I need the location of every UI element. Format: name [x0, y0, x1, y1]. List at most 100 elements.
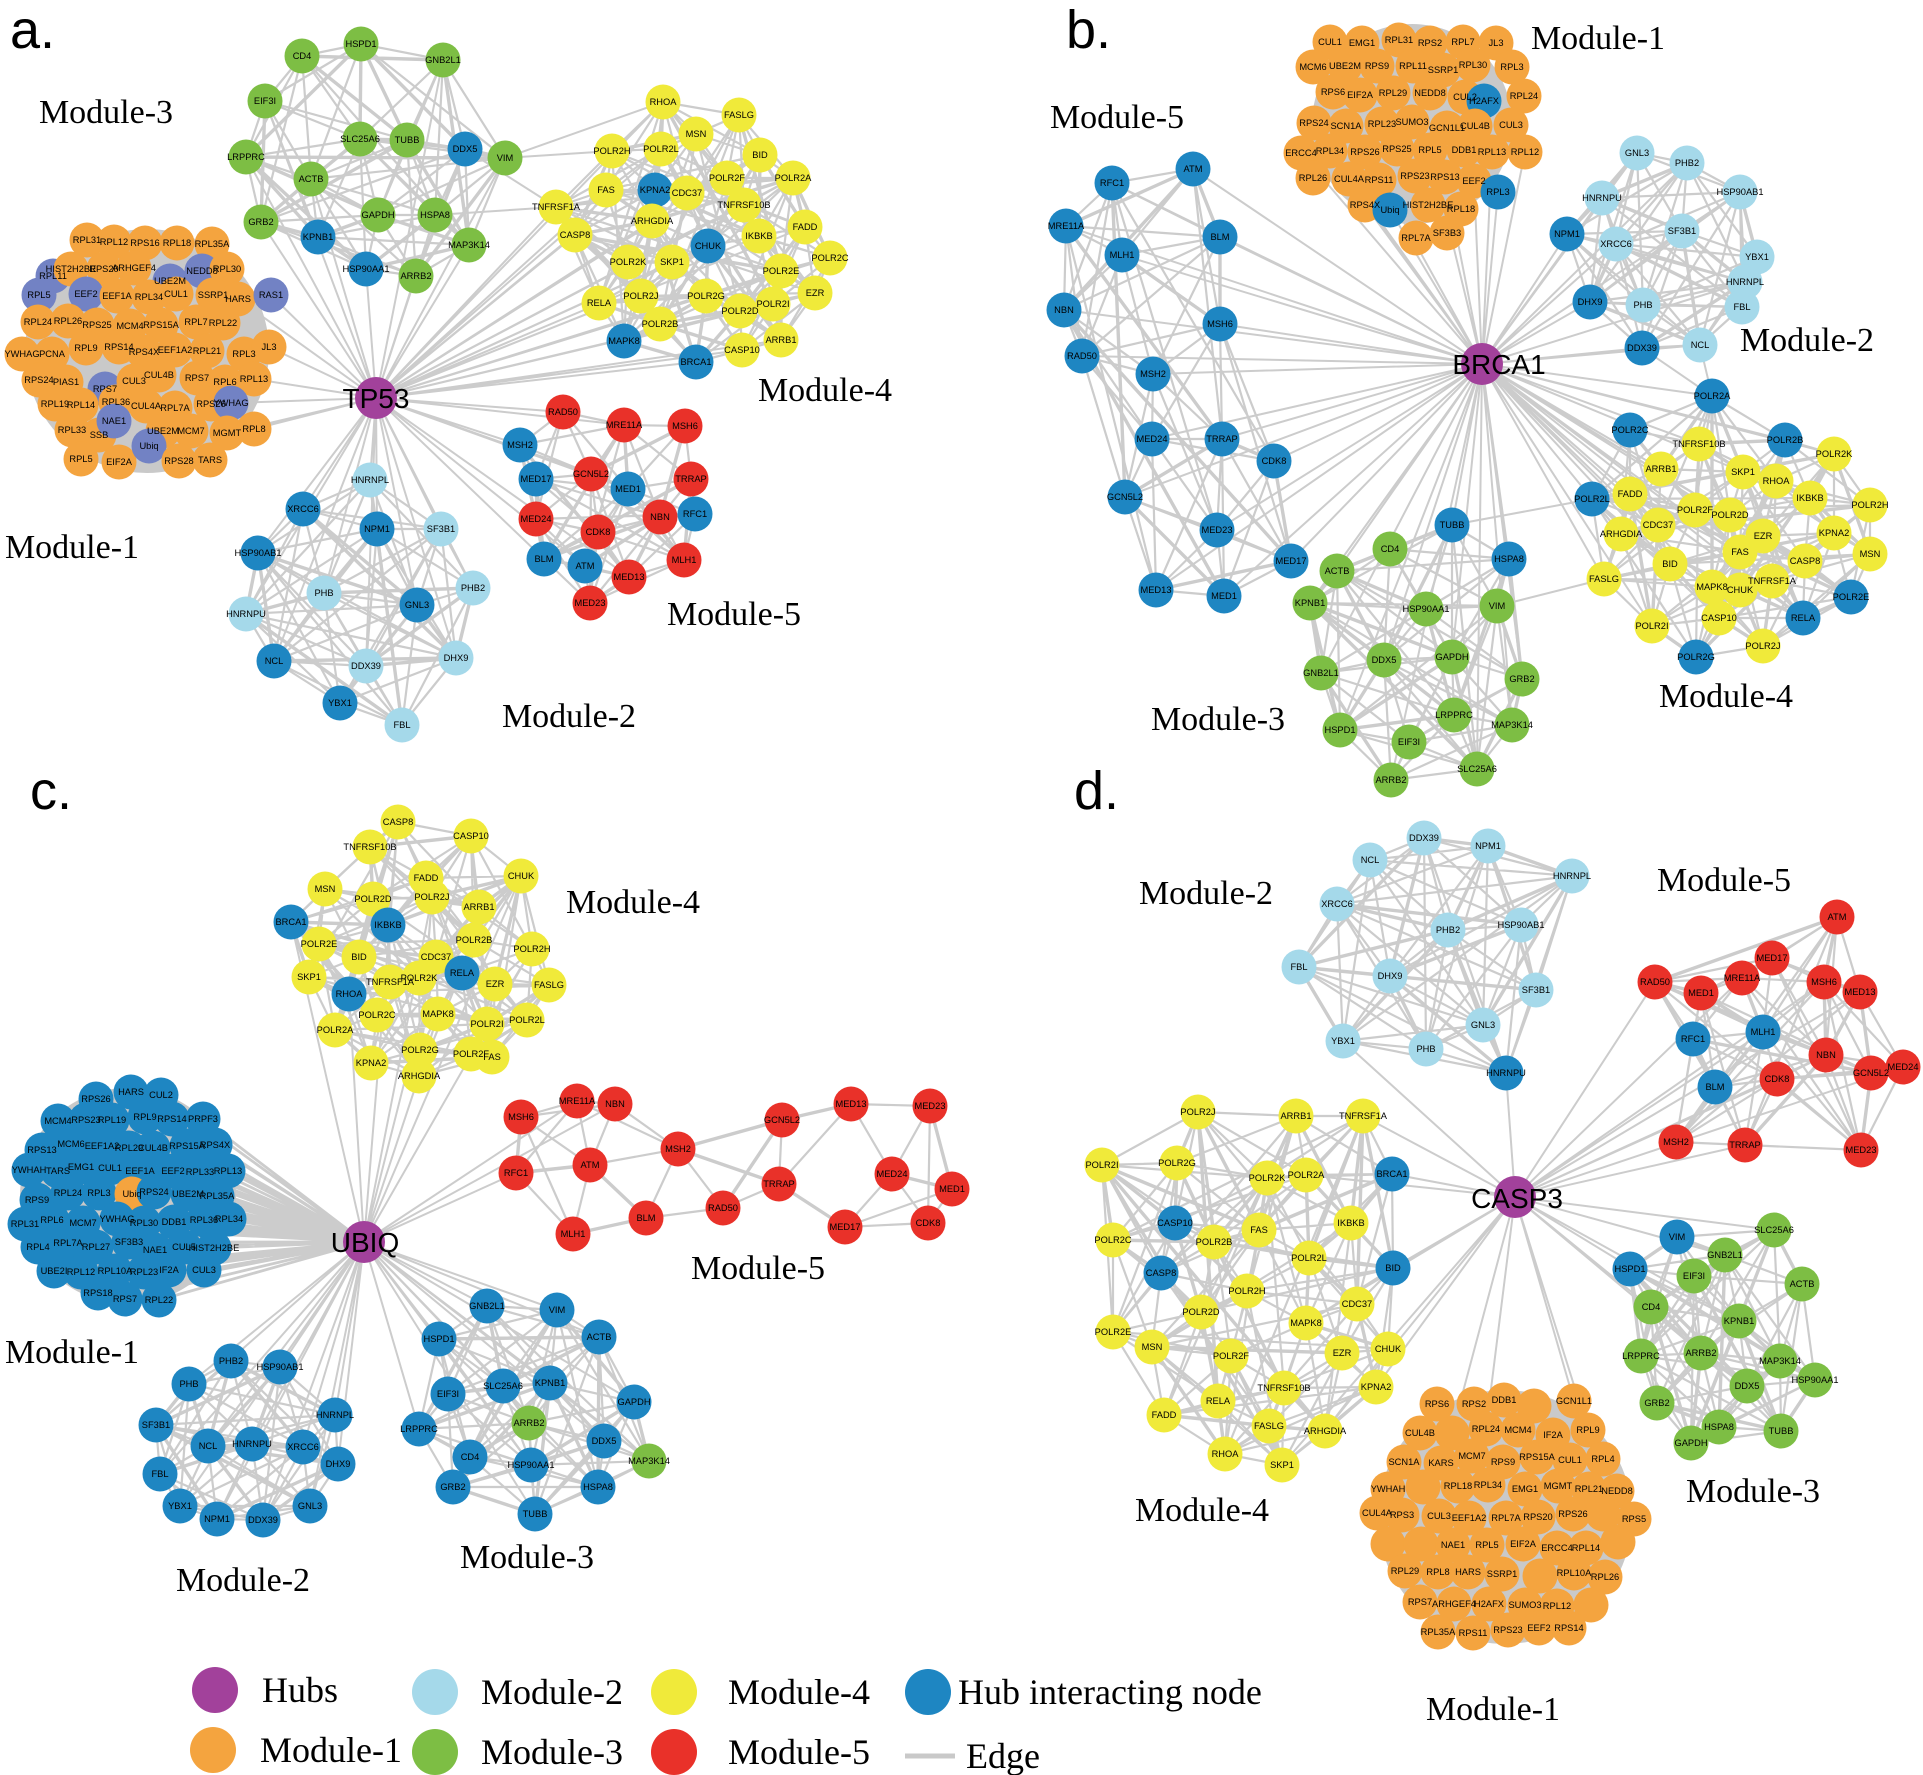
svg-text:CDK8: CDK8 — [1765, 1074, 1790, 1084]
svg-text:XRCC6: XRCC6 — [287, 504, 319, 514]
svg-text:EEF1A: EEF1A — [102, 291, 132, 301]
svg-text:POLR2H: POLR2H — [1851, 500, 1888, 510]
svg-text:POLR2D: POLR2D — [1182, 1307, 1219, 1317]
svg-text:TUBB: TUBB — [1440, 520, 1465, 530]
svg-text:RPL19: RPL19 — [41, 399, 69, 409]
svg-text:RPL29: RPL29 — [1391, 1566, 1419, 1576]
svg-text:RPS26: RPS26 — [81, 1094, 110, 1104]
svg-text:FBL: FBL — [393, 720, 410, 730]
svg-text:IKBKB: IKBKB — [1337, 1218, 1364, 1228]
svg-text:SLC25A6: SLC25A6 — [1457, 764, 1497, 774]
svg-text:MED1: MED1 — [615, 484, 641, 494]
svg-text:BRCA1: BRCA1 — [1376, 1169, 1407, 1179]
svg-text:CDK8: CDK8 — [586, 527, 611, 537]
svg-text:FBL: FBL — [1733, 302, 1750, 312]
svg-text:POLR2K: POLR2K — [1249, 1173, 1286, 1183]
svg-text:RPS4X: RPS4X — [129, 347, 160, 357]
svg-text:RPL29: RPL29 — [115, 1143, 143, 1153]
svg-text:RPS14: RPS14 — [157, 1114, 186, 1124]
svg-text:PHB: PHB — [1633, 300, 1652, 310]
svg-text:RAD50: RAD50 — [548, 407, 578, 417]
svg-text:POLR2C: POLR2C — [358, 1010, 395, 1020]
svg-text:FAS: FAS — [1250, 1225, 1268, 1235]
svg-text:RPS7: RPS7 — [1408, 1597, 1432, 1607]
svg-text:KPNA2: KPNA2 — [1819, 528, 1850, 538]
svg-text:Module-5: Module-5 — [691, 1250, 825, 1287]
svg-text:RPL18: RPL18 — [163, 238, 191, 248]
svg-text:RPL24: RPL24 — [1510, 91, 1538, 101]
svg-text:Module-1: Module-1 — [5, 1334, 139, 1371]
svg-text:MED17: MED17 — [1756, 953, 1787, 963]
svg-text:CHUK: CHUK — [508, 871, 535, 881]
svg-text:RFC1: RFC1 — [1681, 1034, 1705, 1044]
svg-text:RPL19: RPL19 — [98, 1115, 126, 1125]
svg-text:NPM1: NPM1 — [364, 524, 390, 534]
svg-text:TARS: TARS — [198, 455, 222, 465]
svg-text:CUL4B: CUL4B — [1460, 121, 1490, 131]
svg-text:POLR2J: POLR2J — [1180, 1107, 1215, 1117]
svg-text:POLR2E: POLR2E — [1833, 592, 1870, 602]
svg-text:BRCA1: BRCA1 — [275, 917, 306, 927]
svg-text:MED17: MED17 — [829, 1222, 860, 1232]
svg-text:IKBKB: IKBKB — [374, 920, 401, 930]
svg-text:EIF3I: EIF3I — [437, 1389, 459, 1399]
svg-text:RAD50: RAD50 — [708, 1203, 738, 1213]
svg-text:RPL36: RPL36 — [190, 1215, 218, 1225]
svg-text:RPL18: RPL18 — [1447, 204, 1475, 214]
svg-text:HARS: HARS — [225, 294, 251, 304]
svg-text:EZR: EZR — [806, 288, 825, 298]
svg-text:MAP3K14: MAP3K14 — [1759, 1356, 1801, 1366]
svg-text:Module-2: Module-2 — [1139, 875, 1273, 912]
svg-text:RPL23: RPL23 — [130, 1267, 158, 1277]
svg-text:POLR2G: POLR2G — [1158, 1158, 1196, 1168]
svg-text:CUL4B: CUL4B — [144, 370, 174, 380]
svg-text:XRCC6: XRCC6 — [287, 1442, 319, 1452]
svg-text:GAPDH: GAPDH — [1674, 1438, 1707, 1448]
svg-text:EIF3I: EIF3I — [254, 96, 276, 106]
svg-text:MSH6: MSH6 — [672, 421, 698, 431]
svg-text:ATM: ATM — [576, 561, 595, 571]
svg-text:DDX5: DDX5 — [592, 1436, 617, 1446]
svg-text:SSRP1: SSRP1 — [1428, 65, 1459, 75]
svg-text:HSP90AB1: HSP90AB1 — [1716, 187, 1763, 197]
svg-text:RFC1: RFC1 — [683, 509, 707, 519]
svg-text:POLR2H: POLR2H — [593, 146, 630, 156]
svg-text:YWHAG: YWHAG — [99, 1214, 134, 1224]
svg-text:FAS: FAS — [1731, 547, 1749, 557]
svg-text:RPS9: RPS9 — [1491, 1457, 1515, 1467]
svg-text:UBE2M: UBE2M — [172, 1189, 204, 1199]
svg-text:RPS7: RPS7 — [185, 373, 209, 383]
svg-text:POLR2J: POLR2J — [1745, 641, 1780, 651]
svg-text:RHOA: RHOA — [650, 97, 678, 107]
svg-text:RPL29: RPL29 — [1379, 88, 1407, 98]
svg-text:HNRNPL: HNRNPL — [1553, 871, 1591, 881]
svg-text:KARS: KARS — [1428, 1458, 1453, 1468]
svg-text:ARRB2: ARRB2 — [1685, 1348, 1716, 1358]
svg-text:MSN: MSN — [1142, 1342, 1163, 1352]
svg-text:MSN: MSN — [686, 129, 707, 139]
svg-text:EEF2: EEF2 — [161, 1166, 184, 1176]
svg-text:NPM1: NPM1 — [1554, 229, 1580, 239]
svg-text:FBL: FBL — [1290, 962, 1307, 972]
svg-text:SCN1A: SCN1A — [1330, 121, 1362, 131]
svg-text:HSP90AA1: HSP90AA1 — [507, 1460, 554, 1470]
svg-text:DDX39: DDX39 — [1627, 343, 1657, 353]
svg-text:HSPD1: HSPD1 — [345, 39, 376, 49]
svg-text:RFC1: RFC1 — [504, 1168, 528, 1178]
svg-text:POLR2H: POLR2H — [513, 944, 550, 954]
svg-text:RPL12: RPL12 — [100, 237, 128, 247]
svg-text:SSB: SSB — [90, 430, 109, 440]
svg-text:RPS2: RPS2 — [1418, 38, 1442, 48]
svg-text:MED17: MED17 — [520, 474, 551, 484]
svg-text:POLR2D: POLR2D — [1711, 510, 1748, 520]
svg-text:HSPA8: HSPA8 — [420, 210, 450, 220]
svg-text:RPL35A: RPL35A — [195, 239, 230, 249]
svg-text:CDK8: CDK8 — [916, 1218, 941, 1228]
svg-text:SF3B1: SF3B1 — [142, 1420, 170, 1430]
svg-text:RHOA: RHOA — [336, 989, 364, 999]
svg-text:MLH1: MLH1 — [1110, 250, 1135, 260]
svg-text:SUMO3: SUMO3 — [1508, 1600, 1541, 1610]
svg-text:EIF3I: EIF3I — [1398, 737, 1420, 747]
svg-text:BLM: BLM — [1210, 232, 1229, 242]
svg-text:RPS6: RPS6 — [1425, 1399, 1449, 1409]
